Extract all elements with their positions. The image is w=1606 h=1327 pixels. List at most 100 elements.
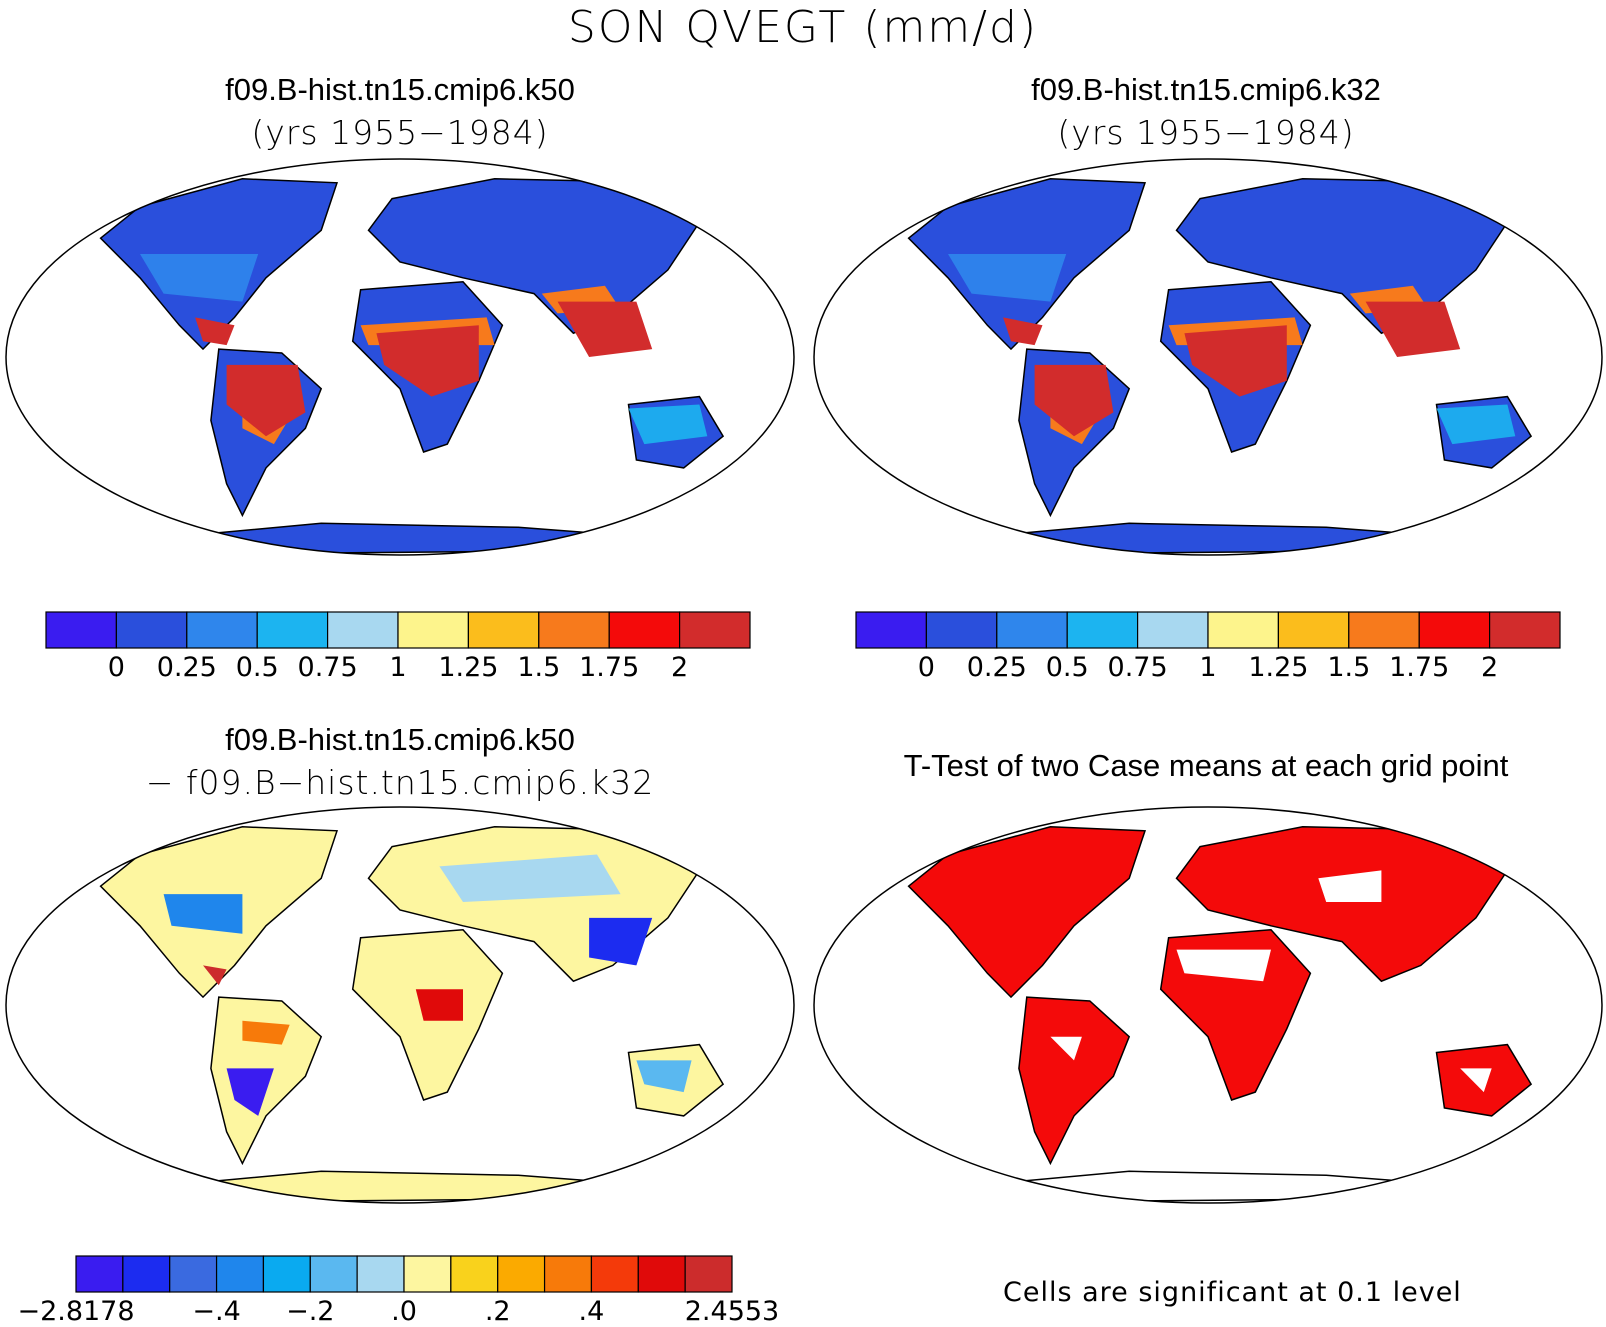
colorbar-diff-bar-swatch-5 [309, 1255, 358, 1293]
tropics-africa [376, 325, 479, 397]
colorbar-k32-bar-swatch-5 [1207, 611, 1280, 649]
tropics-camerica [1003, 317, 1043, 346]
colorbar-k50-bar-swatch-2 [186, 611, 258, 649]
tropics-camerica [195, 317, 235, 346]
continent-namerica [907, 826, 1147, 999]
colorbar-diff-bar-swatch-6 [356, 1255, 405, 1293]
diff-blob-1 [439, 854, 621, 902]
colorbar-k50-bar-swatch-0 [45, 611, 118, 649]
colorbar-diff-tick-label: −.2 [286, 1296, 335, 1327]
diff-blob-5 [203, 965, 227, 986]
diff-blob-2 [589, 917, 653, 966]
tropics-seasia [1365, 301, 1461, 357]
panel-k32-subtitle: (yrs 1955−1984) [1057, 113, 1355, 152]
panel-diff-title: f09.B-hist.tn15.cmip6.k50 [225, 722, 575, 757]
colorbar-k32-tick-label: 0.5 [1045, 652, 1089, 683]
colorbar-k32-tick-label: 1 [1199, 652, 1217, 683]
colorbar-k32-tick-label: 0 [917, 652, 935, 683]
colorbar-k32-bar-swatch-6 [1277, 611, 1350, 649]
colorbar-diff-tick-label: 2.4553 [684, 1296, 780, 1327]
colorbar-diff-tick-label: .2 [484, 1296, 511, 1327]
colorbar-k50-tick-label: 0 [107, 652, 125, 683]
diff-blob-7 [636, 1060, 692, 1093]
panel-ttest-title: T-Test of two Case means at each grid po… [903, 748, 1509, 783]
continent-samerica [1018, 996, 1131, 1166]
colorbar-k32-bar-swatch-2 [996, 611, 1068, 649]
figure-title: SON QVEGT (mm/d) [567, 2, 1039, 53]
tropics-africa [1184, 325, 1287, 397]
colorbar-k32-tick-label: 1.5 [1327, 652, 1371, 683]
colorbar-diff-bar-swatch-4 [262, 1255, 311, 1293]
colorbar-k50-bar-swatch-1 [115, 611, 188, 649]
colorbar-k32-bar [855, 611, 1561, 649]
colorbar-diff-bar-swatch-1 [122, 1255, 171, 1293]
colorbar-k50-bar-swatch-9 [678, 611, 751, 649]
tropics-samerica [226, 364, 306, 437]
colorbar-k50-tick-label: 1.25 [438, 652, 499, 683]
map-border-k50 [5, 158, 795, 556]
colorbar-diff-bar-swatch-9 [497, 1255, 546, 1293]
colorbar-k32-bar-swatch-4 [1136, 611, 1209, 649]
tropics-seasia [557, 301, 653, 357]
panel-k32-title: f09.B-hist.tn15.cmip6.k32 [1031, 72, 1381, 107]
colorbar-k50-bar-swatch-3 [256, 611, 329, 649]
colorbar-k50-tick-label: 1.5 [517, 652, 561, 683]
diff-blob-6 [242, 1020, 290, 1045]
colorbar-diff-bar-swatch-13 [684, 1255, 733, 1293]
colorbar-k32-bar-swatch-1 [925, 611, 998, 649]
colorbar-diff-tick-label: −2.8178 [17, 1296, 135, 1327]
colorbar-k32-tick-label: 2 [1481, 652, 1499, 683]
colorbar-k50-bar-swatch-7 [538, 611, 610, 649]
map-border-k32 [813, 158, 1603, 556]
panel-k50-title: f09.B-hist.tn15.cmip6.k50 [225, 72, 575, 107]
band-australia [628, 404, 708, 445]
tropics-samerica [1034, 364, 1114, 437]
colorbar-k50-tick-label: 0.25 [156, 652, 217, 683]
colorbar-k32-tick-label: 0.25 [966, 652, 1027, 683]
diff-blob-0 [163, 894, 243, 934]
colorbar-k32-bar-swatch-8 [1418, 611, 1491, 649]
diff-blob-4 [415, 989, 463, 1021]
colorbar-diff-bar-swatch-3 [215, 1255, 265, 1293]
colorbar-k50-tick-label: 2 [671, 652, 689, 683]
colorbar-k50-bar [45, 611, 751, 649]
colorbar-diff-bar-swatch-11 [590, 1255, 639, 1293]
significance-note: Cells are significant at 0.1 level [1003, 1277, 1462, 1308]
colorbar-diff-bar-swatch-10 [543, 1255, 593, 1293]
map-diff [5, 806, 795, 1204]
map-border-ttest [813, 806, 1603, 1204]
map-k50 [5, 158, 795, 556]
colorbar-diff-bar-swatch-12 [637, 1255, 686, 1293]
colorbar-diff-bar-swatch-8 [450, 1255, 499, 1293]
colorbar-k32-bar-swatch-3 [1066, 611, 1139, 649]
colorbar-k32-tick-label: 0.75 [1107, 652, 1168, 683]
band-na-mid [948, 254, 1067, 302]
colorbar-k50-bar-swatch-8 [608, 611, 681, 649]
insignificant-area-1 [1318, 870, 1382, 902]
map-border-diff [5, 806, 795, 1204]
colorbar-diff-bar-swatch-7 [403, 1255, 452, 1293]
colorbar-diff-tick-label: .4 [578, 1296, 605, 1327]
colorbar-k50-bar-swatch-4 [327, 611, 399, 649]
colorbar-k50-tick-label: 0.75 [297, 652, 358, 683]
colorbar-k32-tick-label: 1.75 [1389, 652, 1450, 683]
colorbar-k32-tick-label: 1.25 [1248, 652, 1309, 683]
colorbar-k50-bar-swatch-6 [467, 611, 540, 649]
colorbar-diff-bar-swatch-0 [75, 1255, 124, 1293]
colorbar-k50-bar-swatch-5 [397, 611, 470, 649]
colorbar-k32-bar-swatch-7 [1348, 611, 1420, 649]
colorbar-diff-bar [75, 1255, 733, 1293]
colorbar-diff-tick-label: .0 [391, 1296, 417, 1327]
band-australia [1436, 404, 1516, 445]
colorbar-k50-tick-label: 1.75 [579, 652, 640, 683]
panel-k50-subtitle: (yrs 1955−1984) [251, 113, 549, 152]
insignificant-area-3 [1460, 1068, 1492, 1093]
panel-diff-subtitle: − f09.B−hist.tn15.cmip6.k32 [145, 763, 655, 802]
insignificant-area-2 [1050, 1036, 1082, 1061]
insignificant-area-0 [1176, 949, 1271, 982]
colorbar-k50-tick-label: 0.5 [235, 652, 279, 683]
colorbar-k50-tick-label: 1 [389, 652, 407, 683]
diff-blob-3 [226, 1068, 274, 1116]
